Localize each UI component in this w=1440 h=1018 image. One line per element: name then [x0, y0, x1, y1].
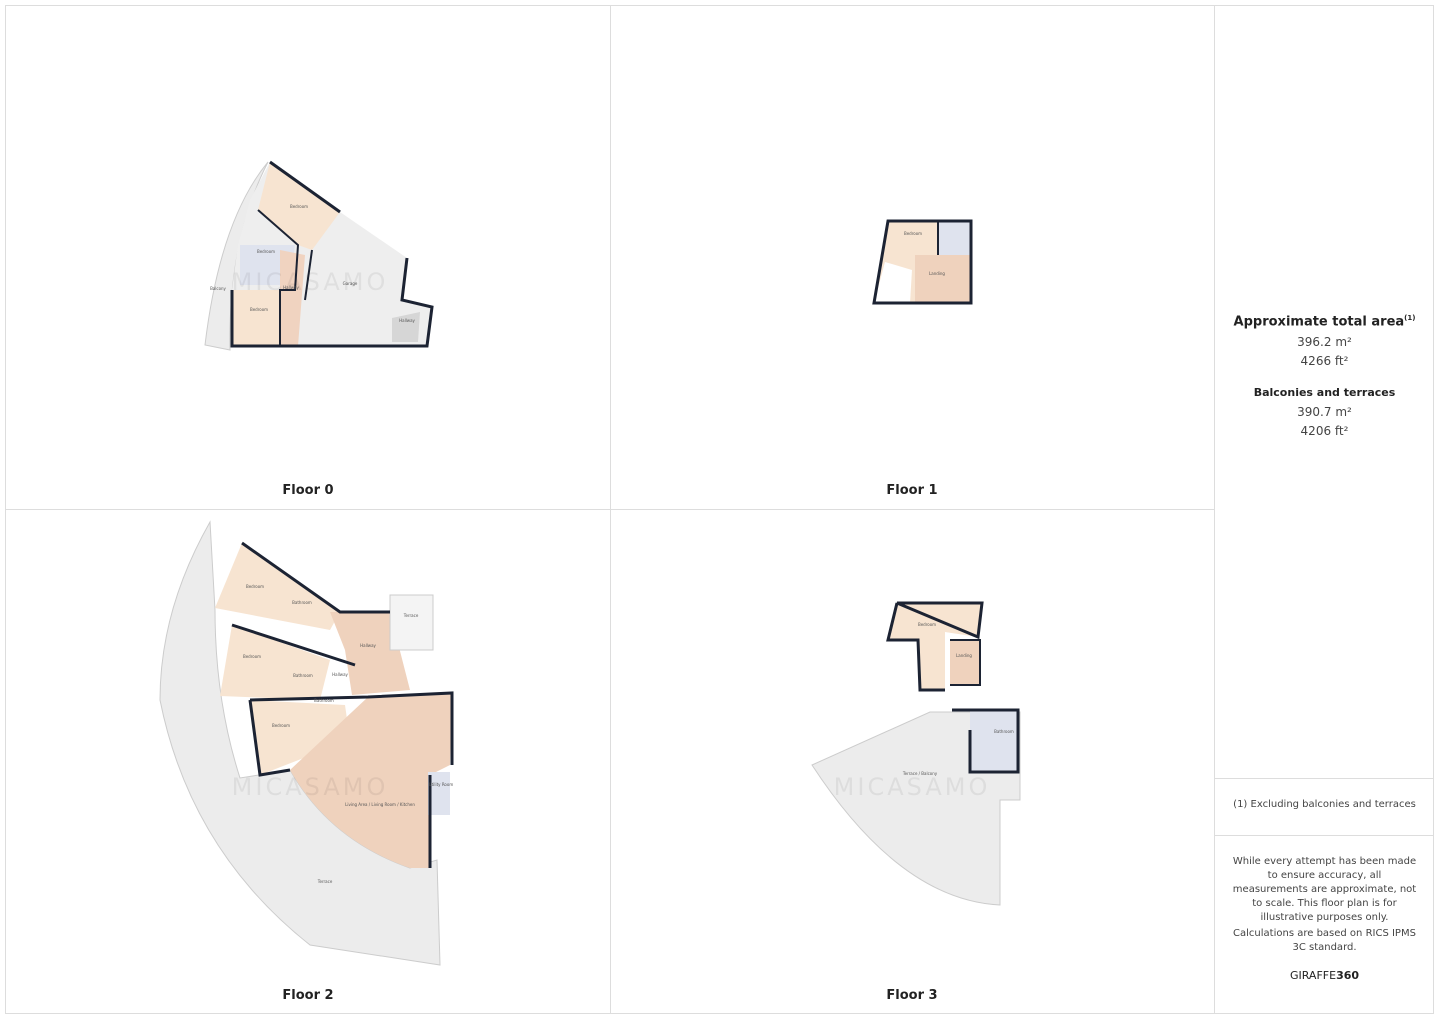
room-label: Hallway [283, 285, 299, 290]
room-label: Hallway [332, 672, 348, 677]
room-label: Terrace / Balcony [902, 771, 938, 776]
room-label: Utility Room [429, 782, 454, 787]
room-label: Bedroom [272, 723, 290, 728]
footnote: (1) Excluding balconies and terraces [1233, 799, 1416, 810]
room-label: Balcony [210, 286, 226, 291]
floor-label: Floor 3 [886, 988, 937, 1003]
room-label: Bedroom [243, 654, 261, 659]
total-ft2: 4266 ft² [1300, 354, 1349, 369]
total-title-row: Approximate total area(1) [1215, 314, 1434, 329]
room-label: Bedroom [290, 204, 308, 209]
floor-0-plan: Bedroom Bedroom Hallway Balcony Bedroom … [204, 160, 434, 498]
brand-number: 360 [1336, 969, 1360, 982]
balconies-title: Balconies and terraces [1253, 386, 1396, 400]
floor-label: Floor 2 [282, 988, 333, 1003]
room-label: Bathroom [292, 600, 312, 605]
room-label: Bedroom [246, 584, 264, 589]
floor-label: Floor 1 [886, 483, 937, 498]
room-label: Bedroom [918, 622, 936, 627]
room-label: Bedroom [904, 231, 922, 236]
room-label: Bedroom [257, 249, 275, 254]
balconies-ft2: 4206 ft² [1300, 424, 1349, 439]
total-m2: 396.2 m² [1297, 335, 1352, 350]
room-label: Garage [343, 281, 358, 286]
calculation-note: Calculations are based on RICS IPMS 3C s… [1233, 928, 1416, 953]
room-label: Landing [956, 653, 972, 658]
room-label: Terrace [317, 879, 333, 884]
room-label: Living Area / Living Room / Kitchen [345, 802, 415, 807]
footnote-marker: (1) [1404, 314, 1416, 322]
floor-label: Floor 0 [282, 483, 333, 498]
watermark: MICASAMO [232, 268, 389, 296]
room-label: Hallway [360, 643, 376, 648]
brand: GIRAFFE360 [1215, 969, 1434, 982]
summary: Approximate total area(1) 396.2 m² 4266 … [1215, 314, 1434, 438]
floor-2-plan: Bedroom Bathroom Terrace Bedroom Hallway… [159, 520, 454, 1003]
room-label: Bedroom [250, 307, 268, 312]
watermark: MICASAMO [232, 773, 389, 801]
floor-3-plan: Bedroom Landing Bathroom Terrace / Balco… [811, 601, 1021, 1003]
balconies-m2: 390.7 m² [1297, 405, 1352, 420]
room-label: Hallway [399, 318, 415, 323]
brand-name: GIRAFFE [1289, 969, 1337, 982]
watermark: MICASAMO [834, 773, 991, 801]
room-label: Landing [929, 271, 945, 276]
room-label: Bathroom [314, 698, 334, 703]
room-label: Terrace [403, 613, 419, 618]
floor-1-plan: Bedroom Landing Floor 1 [872, 219, 973, 498]
disclaimer: While every attempt has been made to ens… [1232, 856, 1417, 923]
frame [5, 5, 1434, 1014]
room-label: Bathroom [994, 729, 1014, 734]
room-label: Bathroom [293, 673, 313, 678]
total-title: Approximate total area [1233, 314, 1405, 330]
